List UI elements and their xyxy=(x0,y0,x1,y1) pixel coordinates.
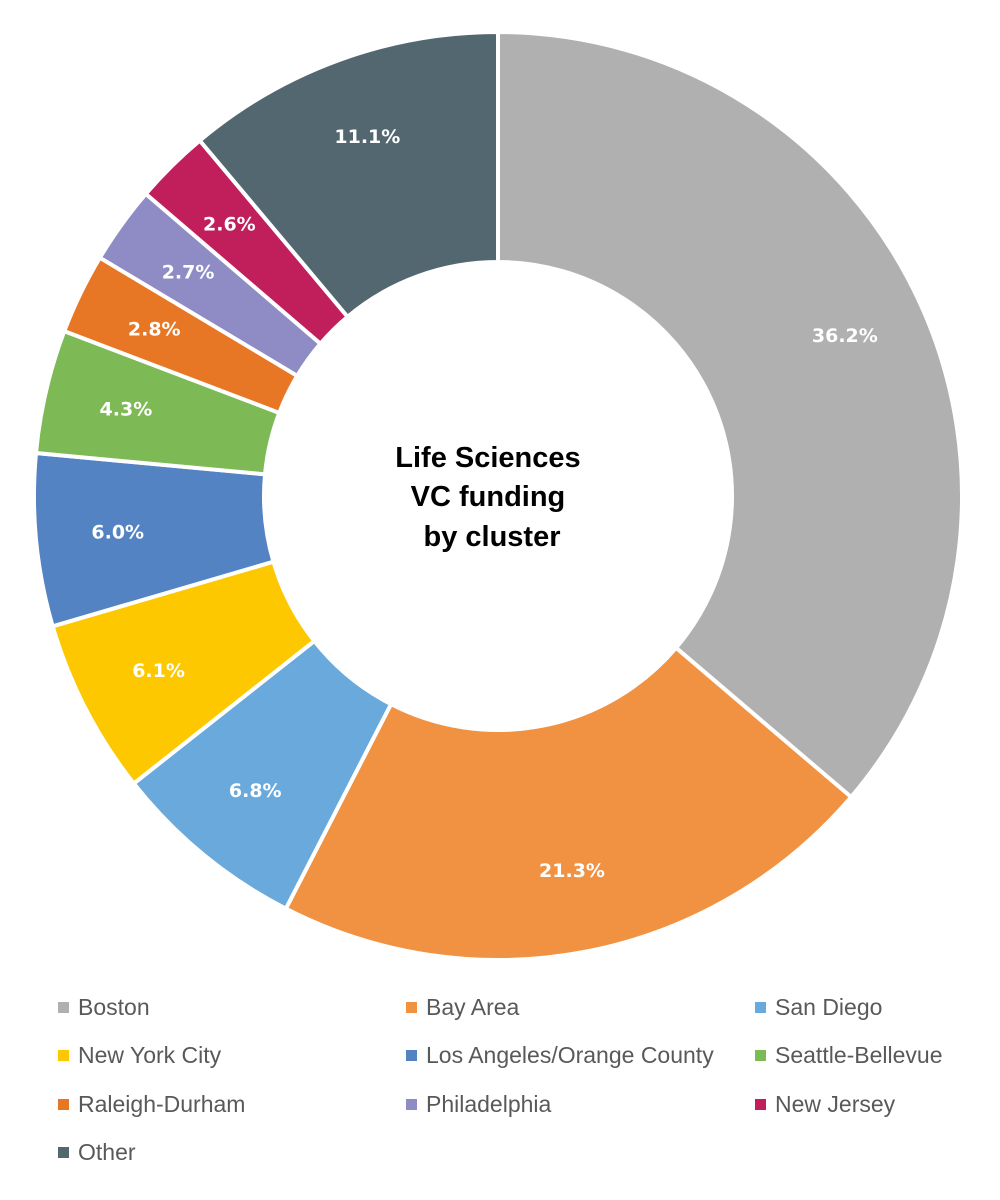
slice-label-bay-area: 21.3% xyxy=(539,860,605,882)
legend-swatch xyxy=(406,1001,417,1013)
legend-label: Philadelphia xyxy=(426,1090,552,1117)
chart-slices xyxy=(32,29,964,962)
legend-item-philadelphia: Philadelphia xyxy=(406,1087,551,1121)
legend-item-boston: Boston xyxy=(58,990,150,1024)
slice-label-new-york-city: 6.1% xyxy=(132,660,185,682)
slice-label-raleigh-durham: 2.8% xyxy=(128,318,181,340)
legend-label: Other xyxy=(78,1139,136,1165)
legend-item-raleigh-durham: Raleigh-Durham xyxy=(58,1087,245,1121)
legend-label: Boston xyxy=(78,993,150,1020)
legend-item-new-york-city: New York City xyxy=(58,1039,221,1073)
center-title-line-2: VC funding xyxy=(411,481,566,513)
slice-label-boston: 36.2% xyxy=(812,325,878,347)
center-title: Life Sciences VC funding by cluster xyxy=(395,442,588,553)
slice-label-san-diego: 6.8% xyxy=(229,780,282,802)
legend-item-bay-area: Bay Area xyxy=(406,990,519,1024)
donut-chart: 36.2% 21.3% 6.8% 6.1% 6.0% 4.3% 2.8% 2.7% 2.6% 11… xyxy=(32,29,964,962)
slice-boston xyxy=(496,29,964,800)
legend-item-san-diego: San Diego xyxy=(755,990,882,1024)
legend-swatch xyxy=(58,1001,69,1013)
legend-swatch xyxy=(406,1098,417,1110)
legend-label: Seattle-Bellevue xyxy=(775,1042,943,1068)
slice-label-philadelphia: 2.7% xyxy=(162,262,215,284)
legend-label: Bay Area xyxy=(426,993,520,1020)
legend-item-seattle-bellevue: Seattle-Bellevue xyxy=(755,1039,943,1073)
slice-label-new-jersey: 2.6% xyxy=(203,213,256,235)
legend-swatch xyxy=(755,1050,766,1061)
slice-label-other: 11.1% xyxy=(334,126,400,148)
legend-swatch xyxy=(755,1001,766,1013)
legend-swatch xyxy=(58,1098,69,1110)
slice-other xyxy=(196,29,500,320)
legend-label: Raleigh-Durham xyxy=(78,1090,246,1117)
slice-label-seattle-bellevue: 4.3% xyxy=(100,399,153,421)
legend-label: San Diego xyxy=(775,993,883,1020)
legend-item-los-angeles-orange-county: Los Angeles/Orange County xyxy=(406,1039,714,1073)
center-title-line-1: Life Sciences xyxy=(395,442,580,474)
legend-label: New York City xyxy=(78,1042,222,1068)
legend-item-other: Other xyxy=(58,1136,136,1170)
center-title-line-3: by cluster xyxy=(424,521,561,553)
chart-slice-labels: 36.2% 21.3% 6.8% 6.1% 6.0% 4.3% 2.8% 2.7% 2.6% 11… xyxy=(91,126,877,882)
slice-label-los-angeles-orange-county: 6.0% xyxy=(91,522,144,544)
slice-bay-area xyxy=(283,644,854,962)
legend-swatch xyxy=(58,1147,69,1158)
legend-label: Los Angeles/Orange County xyxy=(426,1042,714,1068)
legend-label: New Jersey xyxy=(775,1090,896,1117)
legend-swatch xyxy=(406,1050,417,1061)
legend-swatch xyxy=(58,1050,69,1061)
legend-swatch xyxy=(755,1098,766,1110)
legend-item-new-jersey: New Jersey xyxy=(755,1087,895,1121)
